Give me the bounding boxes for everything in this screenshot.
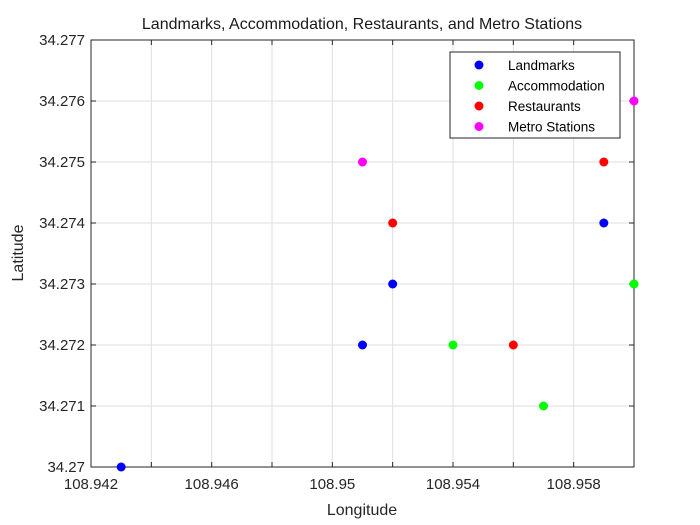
point-landmarks: [388, 279, 398, 289]
y-tick-label: 34.274: [39, 215, 85, 232]
point-metro-stations: [358, 157, 367, 167]
point-accommodation: [629, 279, 639, 289]
x-tick-label: 108.95: [309, 476, 355, 493]
y-tick-label: 34.276: [39, 93, 85, 110]
x-tick-label: 108.946: [185, 476, 239, 493]
legend-label-landmarks: Landmarks: [508, 58, 575, 73]
point-accommodation: [539, 401, 548, 411]
point-restaurants: [388, 218, 398, 228]
point-restaurants: [599, 157, 609, 167]
plot-frame: [90, 39, 635, 468]
legend-marker-accommodation: [474, 81, 484, 90]
y-tick-label: 34.272: [39, 337, 85, 354]
chart-title: Landmarks, Accommodation, Restaurants, a…: [142, 16, 582, 33]
y-tick-label: 34.275: [39, 154, 85, 171]
x-tick-label: 108.942: [64, 476, 118, 493]
legend-label-accommodation: Accommodation: [508, 79, 605, 94]
legend-label-metro-stations: Metro Stations: [508, 120, 595, 135]
tick-labels: 108.942 108.946 108.95 108.954 108.95834.273…: [39, 32, 601, 493]
data-points: [116, 96, 639, 472]
y-tick-label: 34.271: [39, 398, 85, 415]
y-tick-label: 34.27: [47, 459, 85, 476]
y-tick-label: 34.273: [39, 276, 85, 293]
point-restaurants: [508, 340, 518, 350]
x-tick-label: 108.958: [547, 476, 601, 493]
legend-marker-restaurants: [474, 101, 484, 111]
point-landmarks: [599, 218, 609, 228]
point-metro-stations: [629, 96, 639, 106]
legend-marker-landmarks: [474, 60, 484, 70]
point-landmarks: [116, 462, 126, 472]
x-tick-label: 108.954: [426, 476, 480, 493]
point-accommodation: [448, 340, 458, 350]
point-landmarks: [358, 340, 367, 350]
y-axis-label: Latitude: [10, 224, 27, 281]
legend-label-restaurants: Restaurants: [508, 99, 581, 114]
legend: Landmarks Accommodation Restaurants Metro S…: [449, 51, 621, 139]
x-axis-label: Longitude: [327, 502, 397, 519]
legend-marker-metro-stations: [474, 122, 484, 131]
y-tick-label: 34.277: [39, 32, 85, 49]
